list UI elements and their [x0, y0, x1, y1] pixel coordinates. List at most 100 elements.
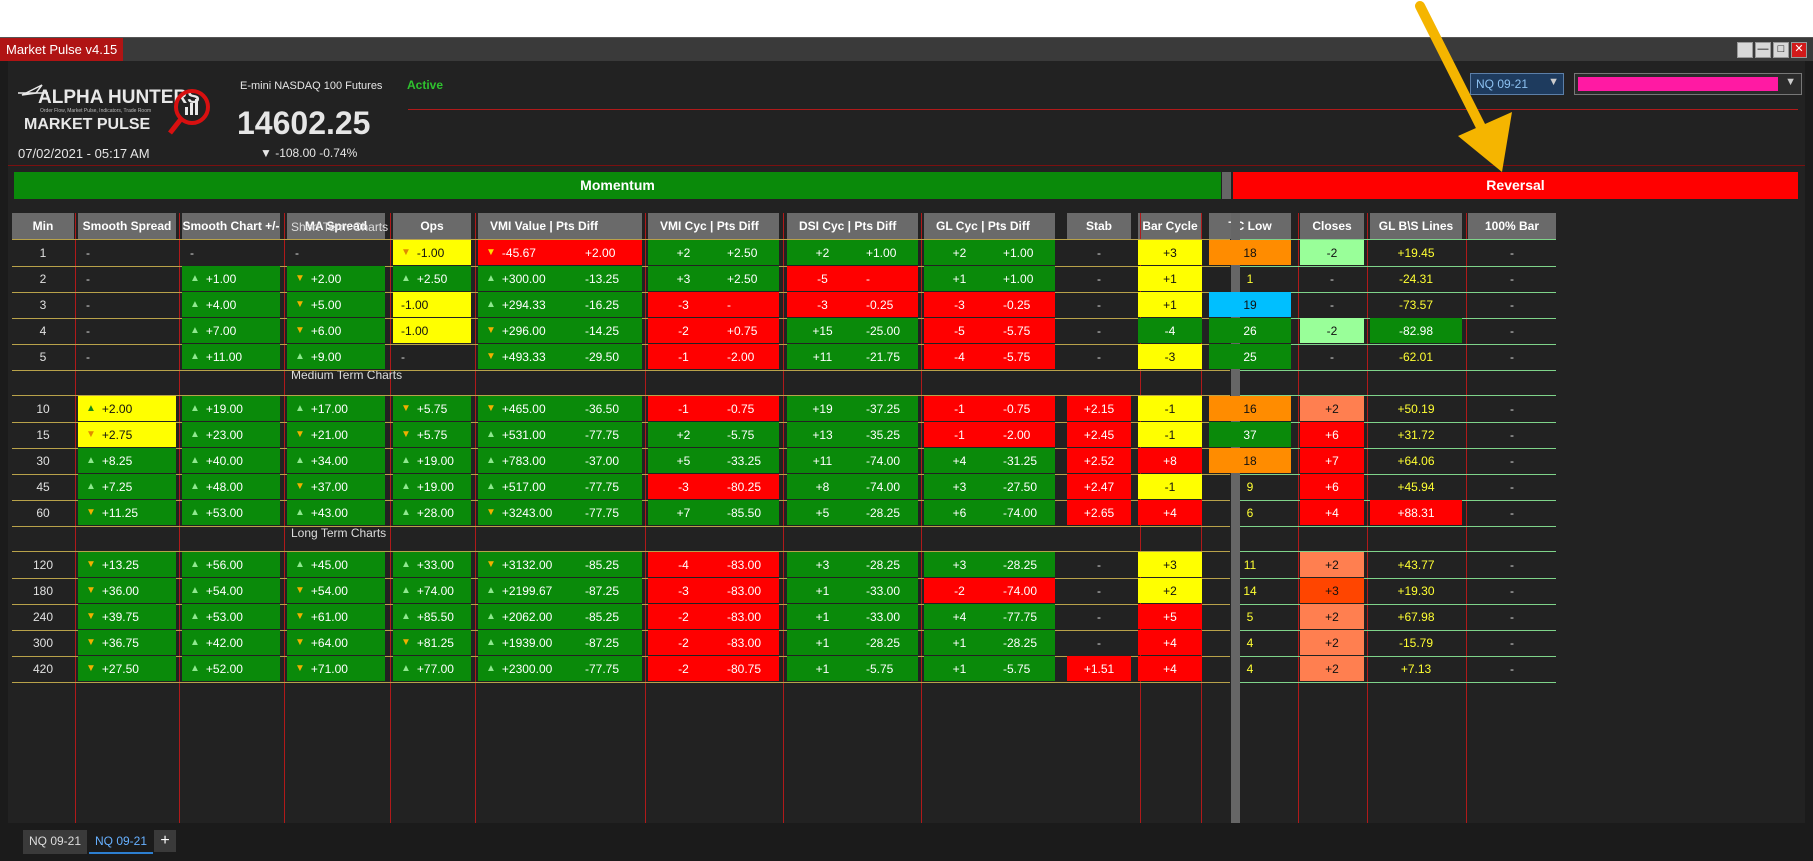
cell-value: -83.00	[727, 557, 762, 572]
cell-value: -80.25	[727, 479, 762, 494]
column-header[interactable]: Bar Cycle	[1138, 213, 1202, 239]
grid-cell: 420	[12, 656, 74, 681]
column-header[interactable]: 100% Bar	[1468, 213, 1556, 239]
arrow-up-icon: ▲	[401, 481, 411, 492]
grid-cell: ▼ +37.00	[287, 474, 385, 499]
cell-value: -45.67	[501, 245, 536, 260]
tab-nq-2[interactable]: NQ 09-21	[89, 830, 154, 854]
grid-cell: ▼ +13.25	[78, 552, 176, 577]
column-header[interactable]: Closes	[1300, 213, 1364, 239]
cell-value: +36.75	[101, 635, 139, 650]
cell-value: +34.00	[310, 453, 348, 468]
column-header[interactable]: Stab	[1067, 213, 1131, 239]
grid-cell: -24.31	[1370, 266, 1462, 291]
logo-text-bottom: MARKET PULSE	[24, 116, 151, 133]
grid-cell: ▲ +4.00	[182, 292, 280, 317]
column-header[interactable]: TC Low	[1209, 213, 1291, 239]
grid-cell: +2	[1300, 630, 1364, 655]
grid-cell: +19.30	[1370, 578, 1462, 603]
column-header[interactable]: Min	[12, 213, 74, 239]
grid-cell: 30	[12, 448, 74, 473]
row-divider	[12, 500, 1556, 501]
grid-cell: -	[393, 344, 471, 369]
grid-cell: +1	[924, 656, 995, 681]
grid-cell: 60	[12, 500, 74, 525]
grid-cell: 4	[1209, 656, 1291, 681]
grid-cell: +3	[1138, 240, 1202, 265]
grid-cell: +1.00	[995, 266, 1055, 291]
cell-value: +4	[1163, 635, 1177, 650]
grid-cell: -1.00	[393, 318, 471, 343]
grid-cell: ▲ +23.00	[182, 422, 280, 447]
column-header[interactable]: Ops	[393, 213, 471, 239]
cell-value: -77.75	[585, 505, 620, 520]
grid-cell: -	[1067, 266, 1131, 291]
grid-cell: -80.25	[719, 474, 779, 499]
contract-dropdown[interactable]: NQ 09-21 ▼	[1470, 73, 1564, 95]
tab-nq-1[interactable]: NQ 09-21	[23, 830, 88, 854]
grid-cell: -	[1067, 292, 1131, 317]
grid-cell: +2	[1138, 578, 1202, 603]
maximize-icon[interactable]: □	[1773, 42, 1789, 58]
cell-value: +39.75	[101, 609, 139, 624]
grid-cell: -	[1468, 474, 1556, 499]
column-separator	[475, 213, 476, 823]
cell-value: +28.00	[416, 505, 454, 520]
cell-value: +2.00	[101, 401, 133, 416]
grid-cell: +8	[1138, 448, 1202, 473]
column-header[interactable]: MA Spread	[287, 213, 385, 239]
cell-value: -31.25	[1003, 453, 1038, 468]
cell-value: 19	[1243, 297, 1257, 312]
grid-cell: +2.00	[577, 240, 642, 265]
grid-cell: 14	[1209, 578, 1291, 603]
cell-value: 14	[1243, 583, 1257, 598]
grid-cell: -5	[924, 318, 995, 343]
grid-cell: -73.57	[1370, 292, 1462, 317]
grid-cell: -2	[648, 318, 719, 343]
grid-cell: +2.50	[719, 240, 779, 265]
grid-cell: 5	[1209, 604, 1291, 629]
minimize-icon[interactable]: —	[1755, 42, 1771, 58]
grid-cell: -3	[648, 292, 719, 317]
cell-value: +11.25	[101, 505, 139, 520]
cell-value: -36.50	[585, 401, 620, 416]
column-header[interactable]: Smooth Spread	[78, 213, 176, 239]
column-header[interactable]: VMI Cyc | Pts Diff	[648, 213, 779, 239]
add-tab-button[interactable]: +	[154, 830, 176, 852]
cell-value: 45	[36, 479, 50, 494]
cell-value: -	[1510, 661, 1514, 676]
cell-value: +1	[815, 635, 830, 650]
cell-value: -2.00	[727, 349, 755, 364]
column-header[interactable]: GL Cyc | Pts Diff	[924, 213, 1055, 239]
color-dropdown[interactable]: ▼	[1574, 73, 1802, 95]
cell-value: -2	[1326, 323, 1338, 338]
restore-icon[interactable]	[1737, 42, 1753, 58]
grid-cell: -2	[1300, 318, 1364, 343]
close-icon[interactable]: ✕	[1791, 42, 1807, 58]
column-header[interactable]: DSI Cyc | Pts Diff	[787, 213, 918, 239]
cell-value: +2	[952, 245, 967, 260]
cell-value: +4	[952, 609, 967, 624]
grid-cell: +7.13	[1370, 656, 1462, 681]
cell-value: -77.75	[1003, 609, 1038, 624]
grid-cell: ▲ +2300.00	[478, 656, 577, 681]
grid-cell: -	[287, 240, 385, 265]
grid-cell: ▲ +1939.00	[478, 630, 577, 655]
cell-value: +31.72	[1397, 427, 1435, 442]
arrow-up-icon: ▲	[190, 663, 200, 674]
column-header[interactable]: GL B\S Lines	[1370, 213, 1462, 239]
grid-cell: -	[1468, 604, 1556, 629]
grid-cell: +88.31	[1370, 500, 1462, 525]
column-header[interactable]: Smooth Chart +/-	[182, 213, 280, 239]
cell-value: +1	[815, 661, 830, 676]
cell-value: +19.00	[416, 479, 454, 494]
column-separator	[1466, 213, 1467, 823]
cell-value: +19	[812, 401, 833, 416]
contract-dropdown-value: NQ 09-21	[1476, 77, 1529, 91]
cell-value: +8.25	[101, 453, 133, 468]
arrow-up-icon: ▲	[401, 663, 411, 674]
cell-value: +1.51	[1083, 661, 1115, 676]
column-header[interactable]: VMI Value | Pts Diff	[478, 213, 642, 239]
grid-cell: -5	[787, 266, 858, 291]
row-divider	[12, 474, 1556, 475]
